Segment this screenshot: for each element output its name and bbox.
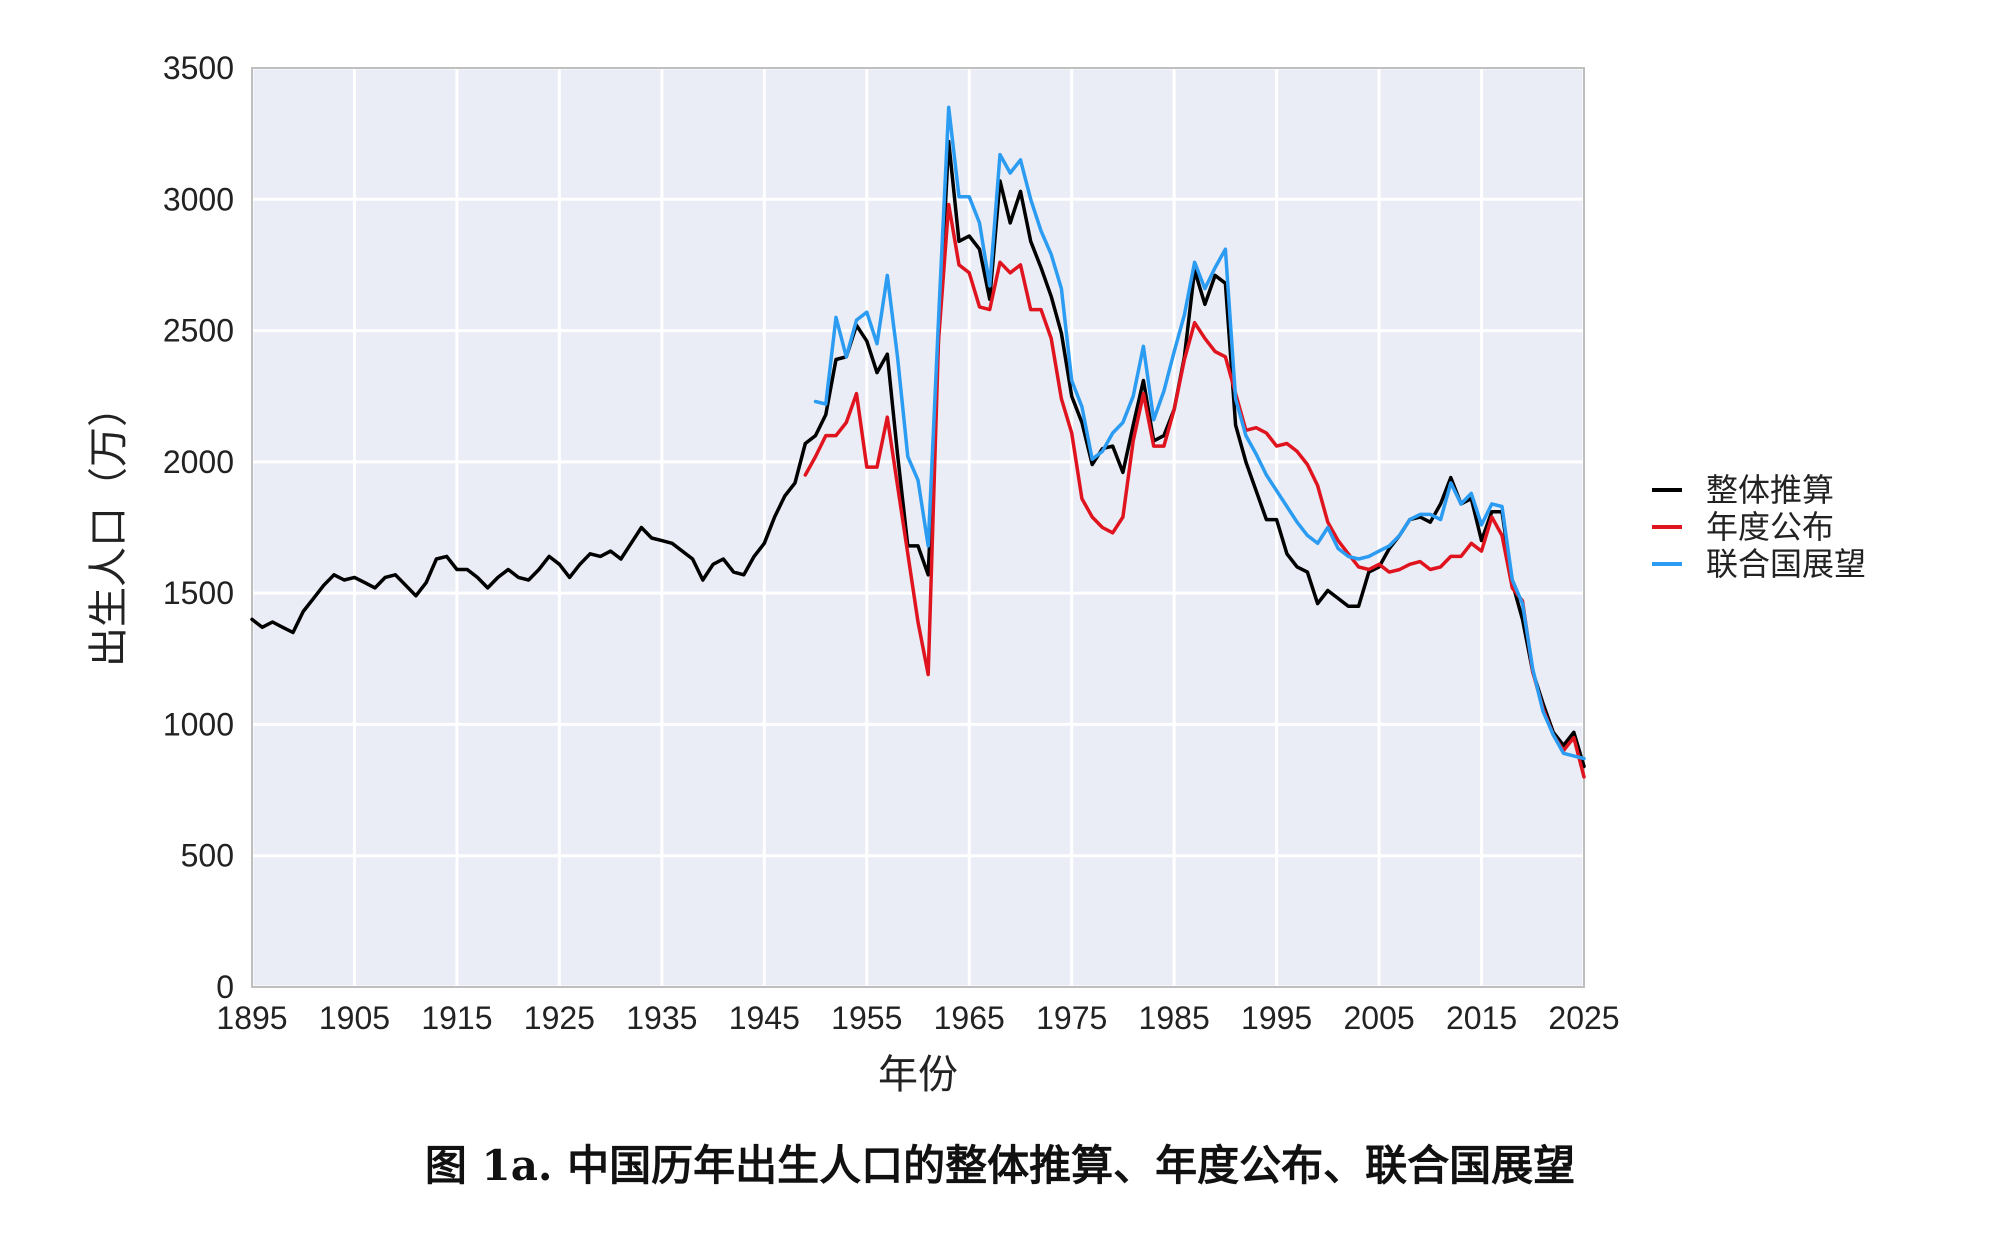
y-tick-label: 500 [181,838,234,874]
x-tick-label: 1915 [421,1000,492,1036]
x-tick-label: 1945 [729,1000,800,1036]
x-tick-label: 2025 [1548,1000,1619,1036]
y-axis-title: 出生人口（万） [86,387,132,667]
x-tick-labels: 1895 1905 1915 1925 1935 1945 1955 1965 1975 1985… [216,1000,1619,1036]
series-line-0 [250,139,1586,769]
plot-area [252,68,1584,987]
x-tick-label: 1985 [1139,1000,1210,1036]
x-tick-label: 2015 [1446,1000,1517,1036]
x-tick-label: 1995 [1241,1000,1312,1036]
x-tick-label: 1955 [831,1000,902,1036]
series-lines [250,105,1586,779]
plot-frame [251,67,1585,988]
y-tick-labels: 0 500 1000 1500 2000 2500 3000 3500 [163,50,234,1005]
x-tick-label: 1975 [1036,1000,1107,1036]
y-tick-label: 3500 [163,50,234,86]
x-axis-title: 年份 [878,1052,958,1098]
series-line-2 [813,105,1586,761]
x-tick-label: 1905 [319,1000,390,1036]
y-tick-label: 1000 [163,706,234,742]
legend-label: 联合国展望 [1706,545,1866,583]
legend-label: 整体推算 [1706,471,1834,509]
y-tick-label: 1500 [163,575,234,611]
y-tick-label: 0 [216,969,234,1005]
x-tick-label: 1935 [626,1000,697,1036]
x-tick-label: 2005 [1343,1000,1414,1036]
x-tick-label: 1965 [934,1000,1005,1036]
series-line-1 [803,202,1586,779]
y-tick-label: 3000 [163,181,234,217]
y-tick-label: 2500 [163,313,234,349]
figure-caption: 图 1a. 中国历年出生人口的整体推算、年度公布、联合国展望 [425,1141,1575,1190]
x-tick-label: 1925 [524,1000,595,1036]
x-tick-label: 1895 [216,1000,287,1036]
y-tick-label: 2000 [163,444,234,480]
legend-label: 年度公布 [1706,508,1834,546]
